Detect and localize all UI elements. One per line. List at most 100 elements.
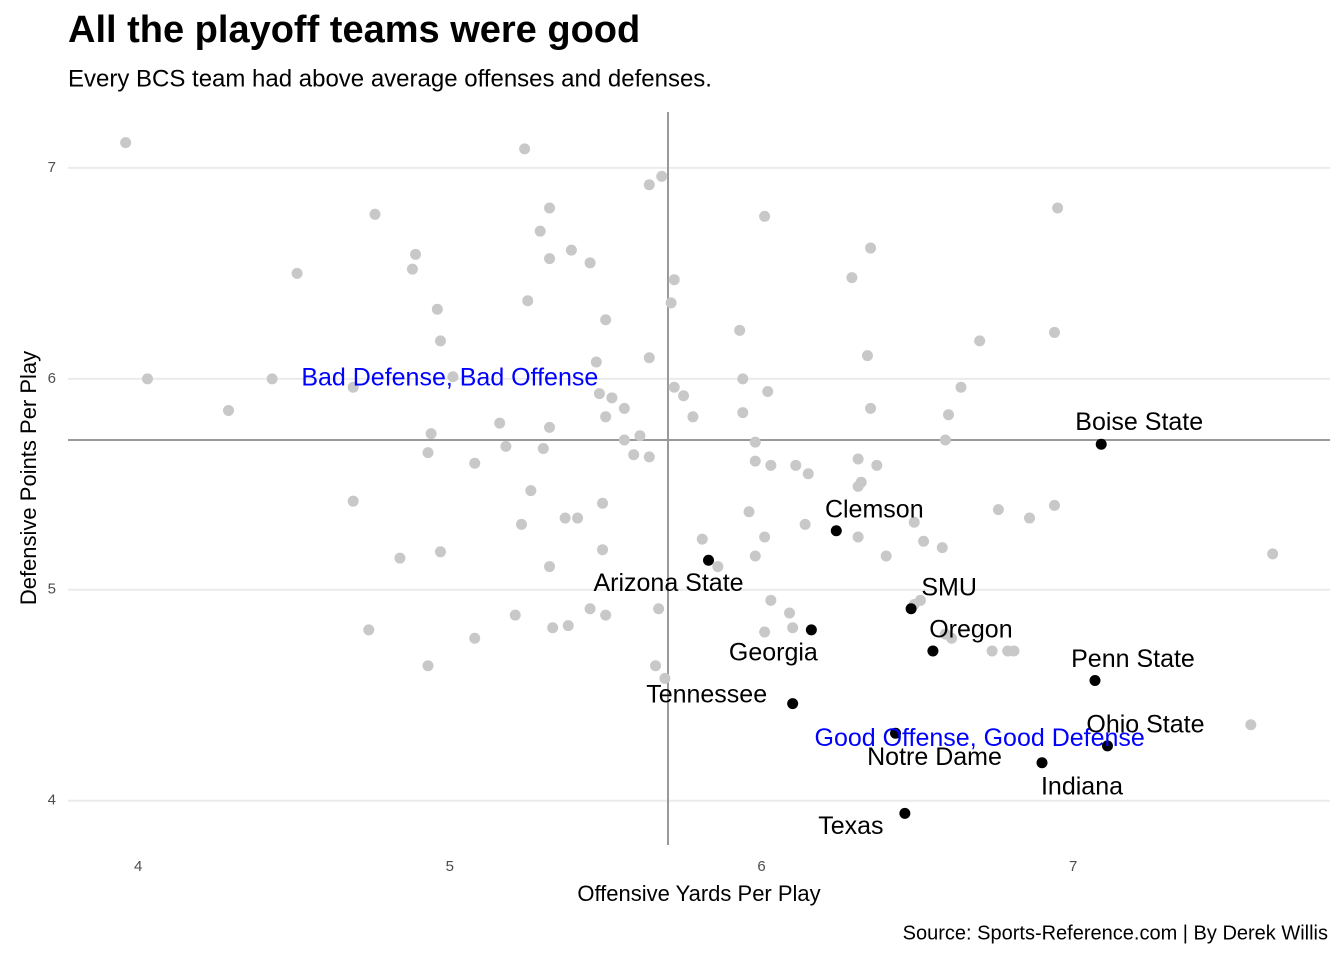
point [787,698,799,710]
point [494,417,506,429]
point [650,660,662,672]
point [865,242,877,254]
chart-subtitle: Every BCS team had above average offense… [68,65,712,92]
point [665,297,677,309]
point [410,248,422,260]
point [422,447,434,459]
point [737,373,749,385]
point [643,352,655,364]
point [936,542,948,554]
team-label: SMU [921,573,977,601]
quadrant-annotation: Bad Defense, Bad Offense [301,363,598,391]
point [600,411,612,423]
point [1101,740,1113,752]
point [974,335,986,347]
point [943,409,955,421]
point [500,440,512,452]
point [519,143,531,155]
point [880,550,892,562]
point [509,609,521,621]
point [223,404,235,416]
point [534,225,546,237]
point [593,388,605,400]
team-label: Georgia [729,638,818,666]
point [597,497,609,509]
point [406,263,418,275]
point [618,402,630,414]
point [1089,674,1101,686]
point [431,303,443,315]
point [597,544,609,556]
team-label: Penn State [1071,645,1195,673]
point [363,624,375,636]
point [992,504,1004,516]
point [765,594,777,606]
point [347,381,359,393]
point [1008,645,1020,657]
team-label: Notre Dame [867,743,1002,771]
point [469,632,481,644]
point [347,495,359,507]
team-label: Indiana [1041,772,1123,800]
point [830,525,842,537]
team-label: Tennessee [646,680,767,708]
y-tick-label: 7 [48,159,56,176]
chart-title: All the playoff teams were good [68,9,640,51]
point [852,531,864,543]
x-tick-label: 4 [134,858,142,875]
point [855,476,867,488]
point [643,179,655,191]
point [908,516,920,528]
point [986,645,998,657]
point [544,561,556,573]
point [955,381,967,393]
point [422,660,434,672]
point [525,485,537,497]
point [544,421,556,433]
point [659,672,671,684]
point [628,449,640,461]
point [712,561,724,573]
point [687,411,699,423]
point [584,257,596,269]
point [846,272,858,284]
point [890,727,902,739]
point [939,628,951,640]
point [787,622,799,634]
point [743,506,755,518]
point [447,371,459,383]
quadrant-annotation: Good Offense, Good Defense [815,724,1145,752]
point [678,390,690,402]
point [918,535,930,547]
point [120,137,132,149]
y-axis-title: Defensive Points Per Play [16,351,41,605]
x-tick-label: 5 [446,858,454,875]
point [1095,438,1107,450]
point [668,274,680,286]
point [927,645,939,657]
point [852,453,864,465]
point [618,434,630,446]
point [1052,202,1064,214]
y-tick-label: 4 [48,792,56,809]
point [762,385,774,397]
point [1036,757,1048,769]
point [790,459,802,471]
point [266,373,278,385]
point [734,324,746,336]
point [656,170,668,182]
team-label: Texas [818,812,883,840]
point [1024,512,1036,524]
point [522,295,534,307]
point [749,455,761,467]
point [899,807,911,819]
point [1245,719,1257,731]
point [759,210,771,222]
point [562,620,574,632]
point [291,267,303,279]
point [759,531,771,543]
point [606,392,618,404]
point [394,552,406,564]
x-tick-label: 7 [1069,858,1077,875]
